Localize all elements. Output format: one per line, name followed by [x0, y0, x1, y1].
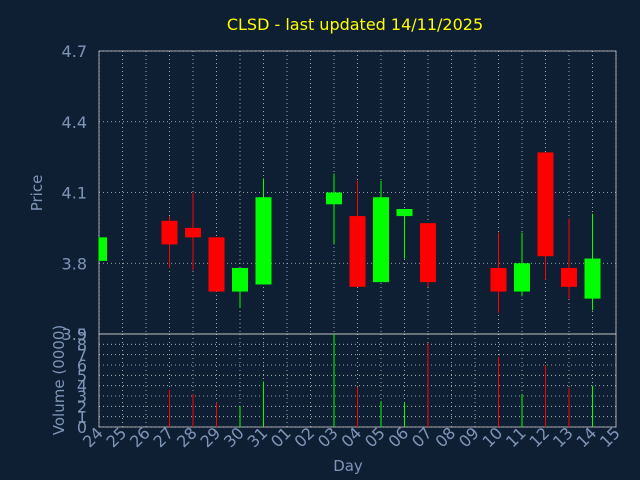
candle [98, 237, 107, 261]
price-tick-label: 3.5 [62, 325, 87, 344]
candle-body [490, 267, 507, 292]
candle-body [161, 220, 178, 245]
candle [561, 218, 577, 299]
candle-body [373, 197, 389, 283]
candle-body [420, 223, 436, 283]
volume-tick-label: 6 [77, 356, 87, 375]
candle [161, 216, 178, 268]
price-tick-label: 4.1 [62, 184, 87, 203]
chart-title: CLSD - last updated 14/11/2025 [227, 15, 483, 34]
candle [349, 180, 366, 287]
candle [420, 223, 436, 287]
price-tick-label: 3.8 [62, 254, 87, 273]
candle [396, 209, 413, 259]
volume-tick-label: 3 [77, 387, 87, 406]
x-axis-label: Day [333, 457, 363, 475]
volume-axis-label: Volume (0000) [50, 325, 68, 435]
candle [208, 237, 225, 292]
candle [255, 178, 272, 285]
price-tick-label: 4.4 [62, 113, 87, 132]
candle-body [208, 237, 225, 292]
candle-body [255, 197, 272, 285]
candle [373, 180, 389, 283]
volume-tick-label: 9 [77, 325, 87, 344]
candle-body [396, 209, 413, 217]
candle-body [514, 263, 530, 292]
volume-tick-label: 7 [77, 346, 87, 365]
candle [326, 173, 342, 245]
candle-body [584, 258, 601, 299]
candle-body [99, 237, 107, 261]
candle [514, 232, 530, 297]
volume-tick-label: 8 [77, 335, 87, 354]
candle-body [349, 216, 366, 287]
price-axis-label: Price [28, 175, 46, 212]
candle [185, 192, 201, 271]
candle [490, 232, 507, 313]
candle-body [537, 152, 554, 257]
candle [232, 267, 248, 309]
volume-tick-label: 5 [77, 366, 87, 385]
candle-body [232, 267, 248, 292]
price-tick-label: 4.7 [62, 42, 87, 61]
candle-body [326, 192, 342, 205]
candle [584, 213, 601, 311]
candle [537, 152, 554, 280]
volume-tick-label: 1 [77, 408, 87, 427]
candle-body [185, 227, 201, 238]
volume-tick-label: 4 [77, 377, 87, 396]
volume-tick-label: 0 [77, 418, 87, 437]
volume-tick-label: 2 [77, 397, 87, 416]
candle-body [561, 267, 577, 287]
